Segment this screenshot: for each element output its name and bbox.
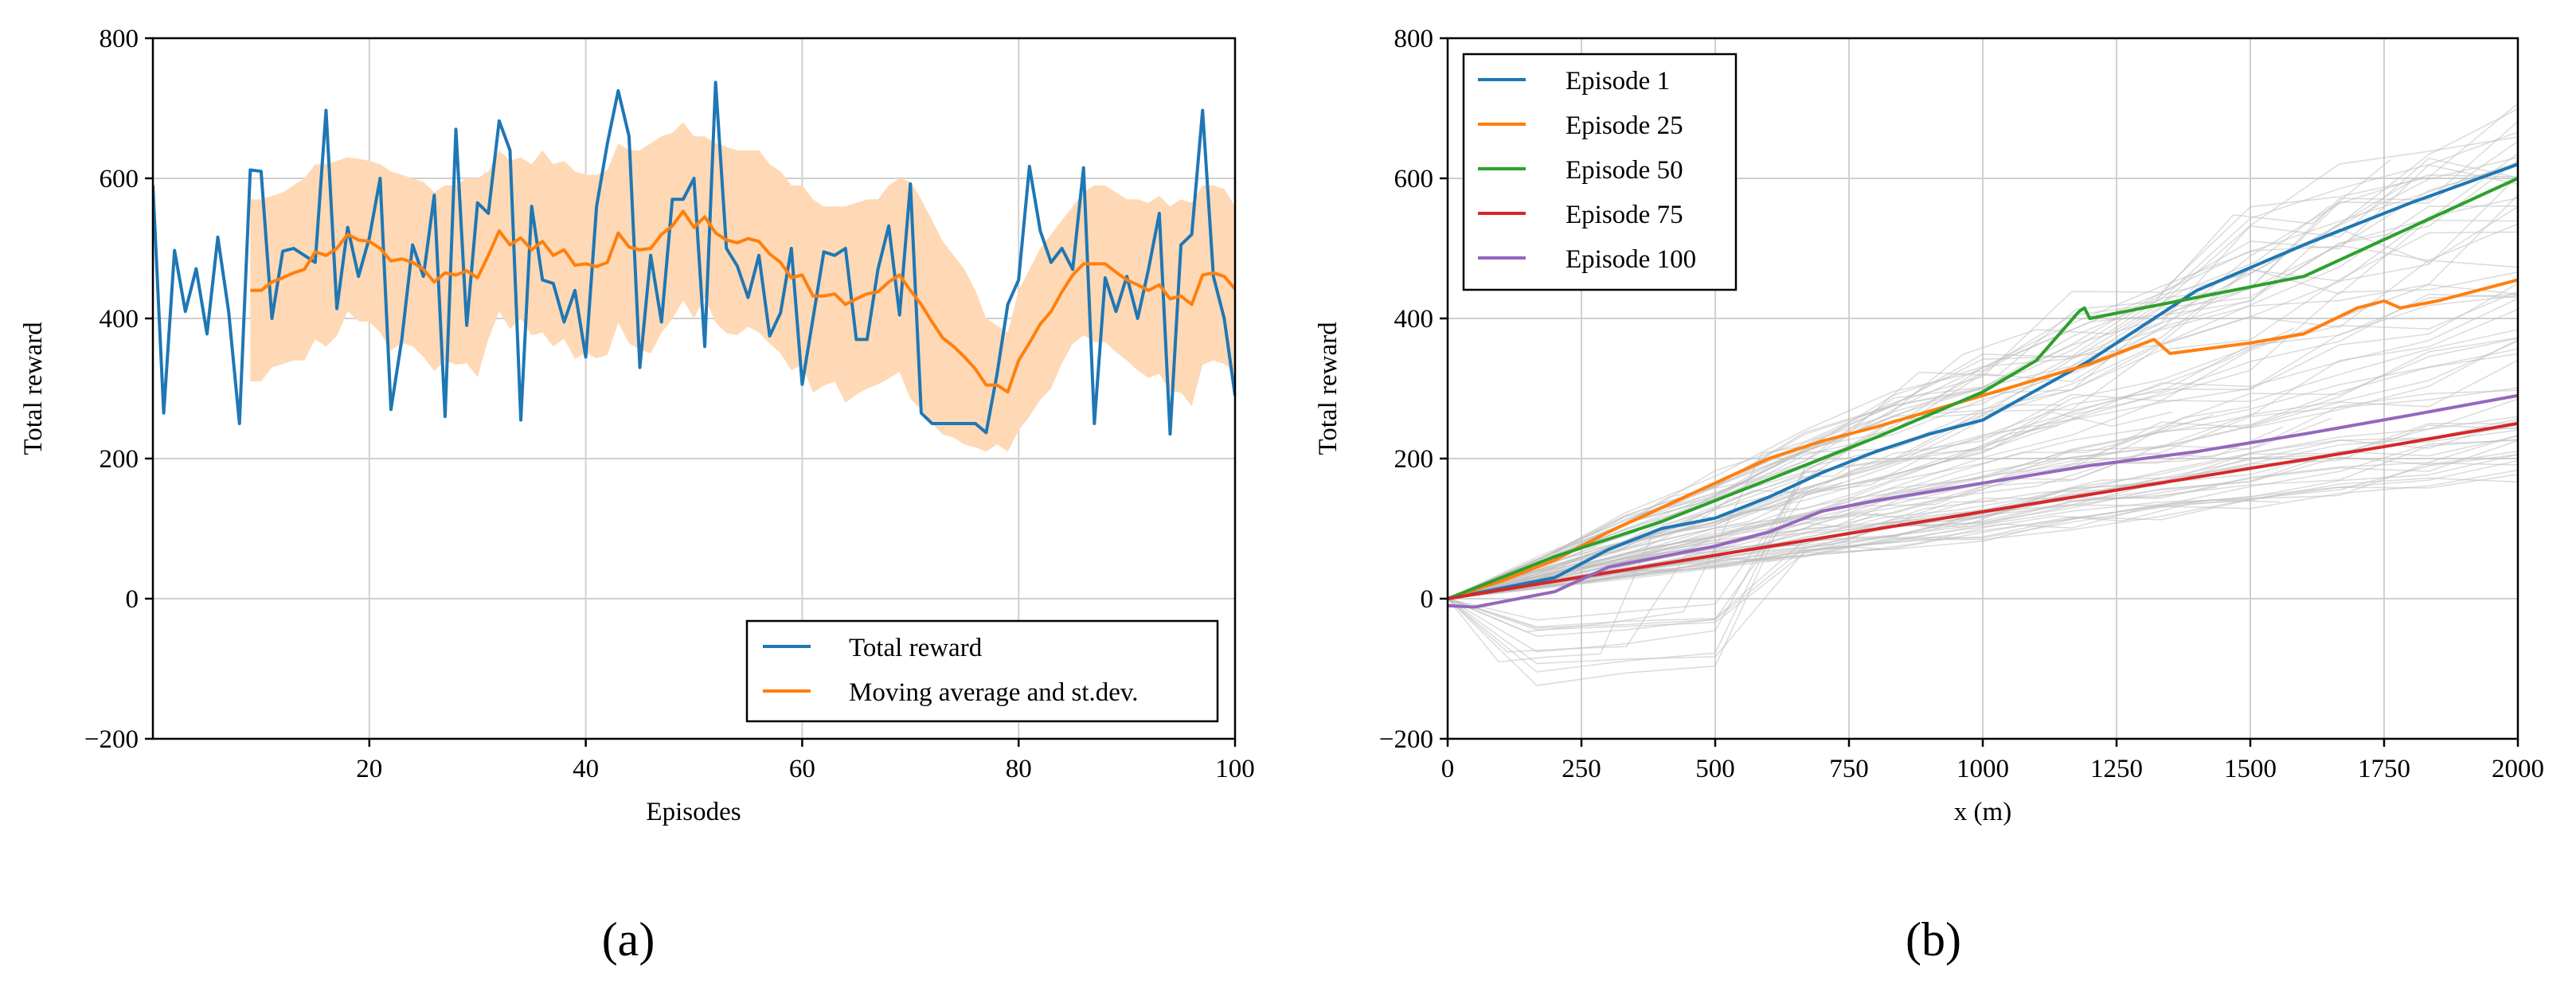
panel-b-plot-area bbox=[1448, 162, 2518, 609]
legend-label-episode-100: Episode 100 bbox=[1566, 245, 1696, 274]
background-episode-line bbox=[1448, 411, 2173, 599]
series-line-episode-50 bbox=[1448, 177, 2518, 600]
background-episode-line bbox=[1448, 159, 2391, 633]
panel-a-legend: Total reward Moving average and st.dev. bbox=[745, 619, 1219, 723]
x-tick-label: 1250 bbox=[2090, 755, 2143, 783]
y-tick-label: 800 bbox=[1394, 25, 1434, 53]
background-episode-line bbox=[1448, 439, 2518, 665]
background-episode-line bbox=[1448, 499, 2281, 599]
y-tick-label: 0 bbox=[1421, 585, 1434, 614]
x-tick-label: 40 bbox=[573, 755, 599, 783]
x-tick-label: 750 bbox=[1829, 755, 1869, 783]
panel-b-ticks: −200 0 200 400 600 800 0 250 500 750 1000 1250 1500 1… bbox=[1379, 25, 2544, 783]
y-tick-label: −200 bbox=[1379, 725, 1433, 754]
x-tick-label: 20 bbox=[356, 755, 382, 783]
panel-b-ylabel: Total reward bbox=[1314, 322, 1343, 455]
panel-a: −200 0 200 400 600 800 20 40 60 80 100 Episodes To… bbox=[19, 25, 1255, 966]
y-tick-label: 400 bbox=[100, 305, 139, 334]
background-episode-line bbox=[1448, 446, 2222, 599]
x-tick-label: 1000 bbox=[1956, 755, 2009, 783]
background-episode-line bbox=[1448, 348, 2518, 599]
panel-b: −200 0 200 400 600 800 0 250 500 750 1000 1250 1500 1… bbox=[1314, 25, 2544, 966]
panel-a-frame bbox=[151, 37, 1237, 740]
x-tick-label: 60 bbox=[789, 755, 815, 783]
background-episode-line bbox=[1448, 298, 2518, 599]
panel-a-label: (a) bbox=[602, 913, 655, 966]
std-dev-band bbox=[250, 122, 1235, 452]
x-tick-label: 250 bbox=[1562, 755, 1601, 783]
background-episode-line bbox=[1448, 164, 2518, 599]
series-line-episode-75 bbox=[1448, 422, 2518, 600]
background-episode-line bbox=[1448, 474, 2518, 599]
background-episode-line bbox=[1448, 417, 2332, 599]
background-episode-line bbox=[1448, 283, 2518, 637]
panel-a-ticks: −200 0 200 400 600 800 20 40 60 80 100 bbox=[84, 25, 1255, 783]
background-episode-line bbox=[1448, 338, 2518, 599]
legend-label-total-reward: Total reward bbox=[849, 634, 983, 662]
background-episode-line bbox=[1448, 293, 2518, 599]
background-episode-line bbox=[1448, 337, 2518, 599]
series-line-total-reward bbox=[153, 80, 1235, 436]
panel-a-plot-area bbox=[153, 80, 1235, 452]
background-episode-line bbox=[1448, 180, 2413, 599]
y-tick-label: 600 bbox=[100, 165, 139, 193]
background-episode-line bbox=[1448, 439, 2518, 629]
background-episode-line bbox=[1448, 398, 2518, 628]
panel-b-xlabel: x (m) bbox=[1954, 798, 2011, 826]
background-episode-line bbox=[1448, 160, 2518, 599]
x-tick-label: 100 bbox=[1215, 755, 1255, 783]
series-line-episode-1 bbox=[1448, 162, 2518, 600]
y-tick-label: −200 bbox=[84, 725, 139, 754]
background-episode-line bbox=[1448, 477, 2518, 599]
x-tick-label: 1750 bbox=[2358, 755, 2410, 783]
panel-a-legend-box bbox=[745, 619, 1219, 723]
background-episode-line bbox=[1448, 205, 2518, 621]
y-tick-label: 800 bbox=[100, 25, 139, 53]
panel-a-ylabel: Total reward bbox=[19, 322, 48, 455]
series-line-moving-average-and-st-dev bbox=[250, 209, 1235, 394]
legend-label-episode-75: Episode 75 bbox=[1566, 201, 1683, 229]
x-tick-label: 500 bbox=[1695, 755, 1735, 783]
series-line-episode-25 bbox=[1448, 278, 2518, 600]
y-tick-label: 200 bbox=[1394, 445, 1434, 474]
x-tick-label: 0 bbox=[1441, 755, 1455, 783]
background-episode-line bbox=[1448, 353, 2518, 599]
x-tick-label: 80 bbox=[1006, 755, 1032, 783]
background-episode-line bbox=[1448, 158, 2518, 599]
background-episode-line bbox=[1448, 219, 2518, 686]
legend-label-moving-average: Moving average and st.dev. bbox=[849, 678, 1139, 707]
background-episode-line bbox=[1448, 197, 2518, 673]
y-tick-label: 200 bbox=[100, 445, 139, 474]
y-tick-label: 600 bbox=[1394, 165, 1434, 193]
legend-label-episode-1: Episode 1 bbox=[1566, 67, 1670, 96]
background-episode-line bbox=[1448, 136, 2518, 599]
background-episode-line bbox=[1448, 174, 2518, 599]
legend-label-episode-25: Episode 25 bbox=[1566, 111, 1683, 140]
panel-b-label: (b) bbox=[1906, 913, 1961, 966]
background-episode-line bbox=[1448, 404, 2062, 599]
background-episode-line bbox=[1448, 308, 2518, 599]
background-episode-line bbox=[1448, 426, 2284, 599]
panel-a-xlabel: Episodes bbox=[646, 798, 741, 826]
panel-b-legend: Episode 1 Episode 25 Episode 50 Episode … bbox=[1462, 53, 1738, 291]
series-line-episode-100 bbox=[1448, 393, 2518, 609]
legend-label-episode-50: Episode 50 bbox=[1566, 156, 1683, 185]
x-tick-label: 1500 bbox=[2224, 755, 2277, 783]
x-tick-label: 2000 bbox=[2492, 755, 2544, 783]
y-tick-label: 0 bbox=[126, 585, 139, 614]
y-tick-label: 400 bbox=[1394, 305, 1434, 334]
panel-b-legend-box bbox=[1462, 53, 1738, 291]
